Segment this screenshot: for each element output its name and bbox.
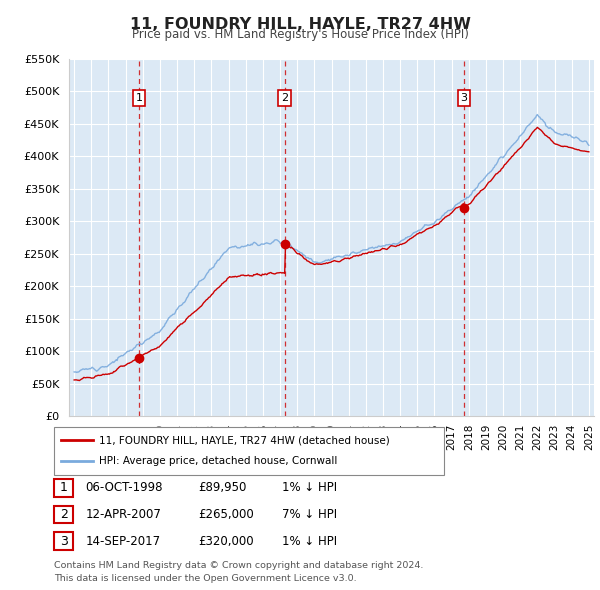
Text: 1% ↓ HPI: 1% ↓ HPI [282, 535, 337, 548]
Text: 1: 1 [59, 481, 68, 494]
Text: 3: 3 [460, 93, 467, 103]
Text: £265,000: £265,000 [198, 508, 254, 521]
Text: 1% ↓ HPI: 1% ↓ HPI [282, 481, 337, 494]
Text: 3: 3 [59, 535, 68, 548]
Text: 14-SEP-2017: 14-SEP-2017 [85, 535, 160, 548]
Text: 7% ↓ HPI: 7% ↓ HPI [282, 508, 337, 521]
Text: 2: 2 [281, 93, 289, 103]
Text: £320,000: £320,000 [198, 535, 254, 548]
Text: 2: 2 [59, 508, 68, 521]
Text: £89,950: £89,950 [198, 481, 247, 494]
Text: 12-APR-2007: 12-APR-2007 [85, 508, 161, 521]
Text: 06-OCT-1998: 06-OCT-1998 [85, 481, 163, 494]
Text: 11, FOUNDRY HILL, HAYLE, TR27 4HW (detached house): 11, FOUNDRY HILL, HAYLE, TR27 4HW (detac… [99, 435, 390, 445]
Text: HPI: Average price, detached house, Cornwall: HPI: Average price, detached house, Corn… [99, 457, 337, 467]
Text: Contains HM Land Registry data © Crown copyright and database right 2024.
This d: Contains HM Land Registry data © Crown c… [54, 562, 424, 583]
Text: 1: 1 [136, 93, 142, 103]
Text: 11, FOUNDRY HILL, HAYLE, TR27 4HW: 11, FOUNDRY HILL, HAYLE, TR27 4HW [130, 17, 470, 31]
Text: Price paid vs. HM Land Registry's House Price Index (HPI): Price paid vs. HM Land Registry's House … [131, 28, 469, 41]
